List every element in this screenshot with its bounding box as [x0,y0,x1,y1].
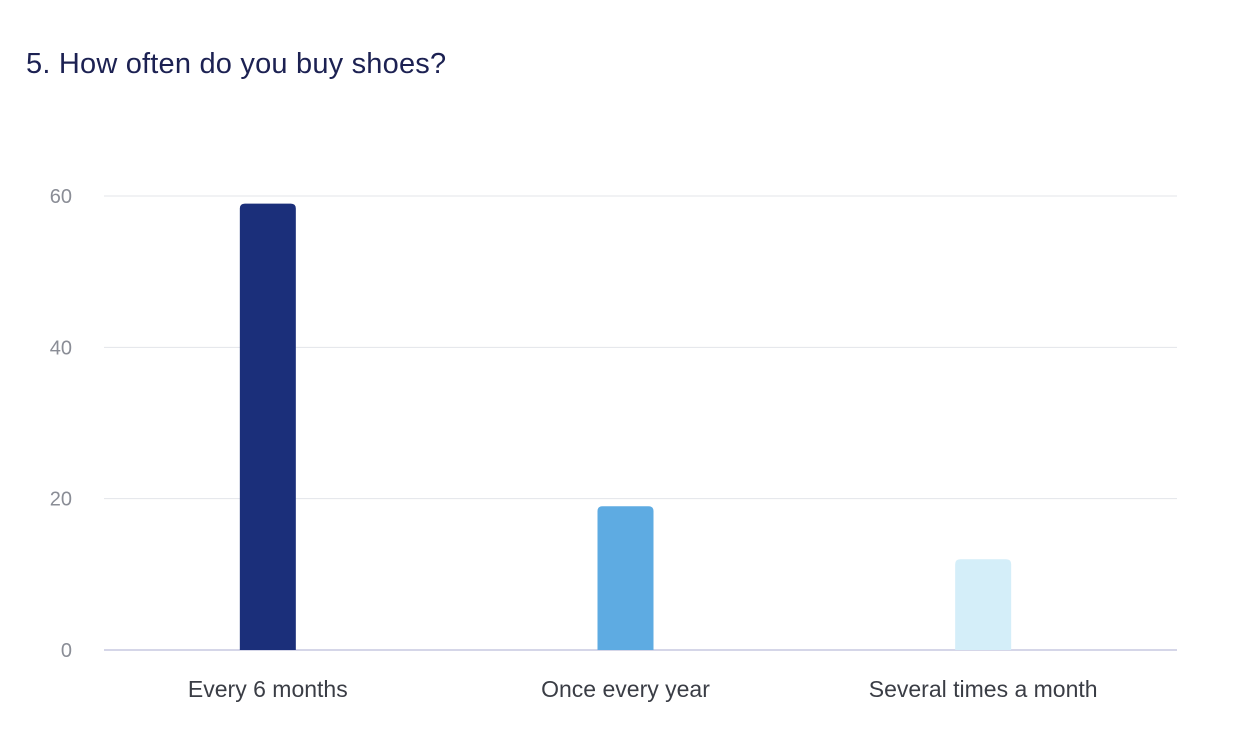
x-category-label: Once every year [541,676,710,702]
y-tick-label: 40 [50,337,72,359]
y-tick-label: 20 [50,489,72,511]
y-tick-label: 0 [61,640,72,662]
y-tick-label: 60 [50,186,72,208]
x-category-label: Every 6 months [188,676,348,702]
bar-once-every-year [597,506,654,650]
chart-title: 5. How often do you buy shoes? [26,48,447,80]
x-category-label: Several times a month [869,676,1098,702]
bar-every-6-months [239,203,296,651]
bar-several-times-a-month [955,559,1012,650]
